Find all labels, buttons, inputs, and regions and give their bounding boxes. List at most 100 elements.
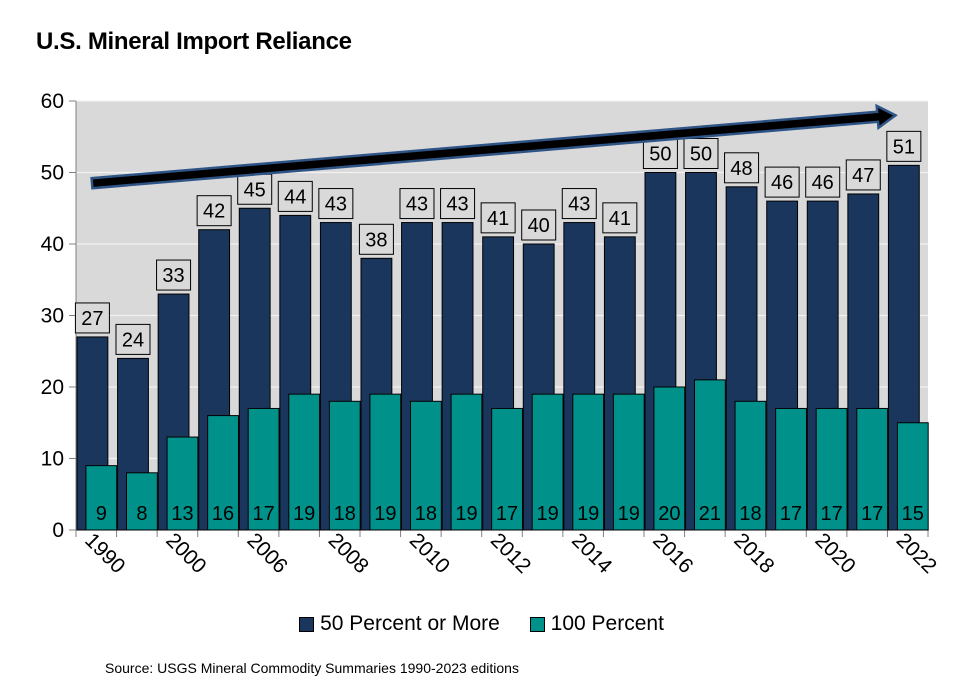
trend-arrow-shape: [90, 103, 898, 190]
data-label-100pct-2019: 17: [780, 503, 802, 525]
data-label-box-50pct-2009: [358, 223, 394, 255]
data-label-box-50pct-2000: [156, 259, 192, 291]
x-tick-label-2010: 2010: [405, 529, 454, 578]
bar-100pct-2011: [450, 393, 483, 531]
x-tick-label-2006: 2006: [243, 529, 292, 578]
y-tick-label-60: 60: [41, 90, 64, 113]
x-tick-label-2014: 2014: [567, 529, 617, 579]
bar-100pct-2016: [653, 386, 686, 531]
bar-100pct-2006: [247, 407, 280, 531]
data-label-50pct-2022: 51: [893, 136, 915, 158]
data-label-50pct-2014: 43: [568, 194, 590, 216]
bar-100pct-2000: [166, 436, 199, 531]
chart-title: U.S. Mineral Import Reliance: [36, 28, 352, 55]
data-label-100pct-2020: 17: [821, 503, 843, 525]
bar-100pct-2013: [531, 393, 564, 531]
legend-label-50-percent: 50 Percent or More: [320, 612, 500, 635]
data-label-50pct-2005: 42: [203, 201, 225, 223]
data-label-box-50pct-2013: [521, 209, 557, 241]
data-label-box-50pct-2019: [764, 166, 800, 198]
y-tick-label-40: 40: [41, 233, 64, 256]
data-label-50pct-2010: 43: [406, 194, 428, 216]
legend-item-100-percent[interactable]: 100 Percent: [529, 612, 664, 636]
bar-100pct-1990: [85, 465, 118, 531]
data-label-100pct-2012: 17: [496, 503, 518, 525]
source-note: Source: USGS Mineral Commodity Summaries…: [105, 660, 519, 676]
bar-100pct-2018: [734, 400, 767, 531]
data-label-50pct-2006: 45: [244, 179, 266, 201]
bar-100pct-2008: [328, 400, 361, 531]
data-label-50pct-2016: 50: [649, 144, 671, 166]
data-label-50pct-2009: 38: [365, 229, 387, 251]
data-label-100pct-2015: 19: [618, 503, 640, 525]
data-label-50pct-2020: 46: [812, 172, 834, 194]
bar-100pct-2021: [856, 407, 889, 531]
data-label-box-50pct-1990: [74, 302, 110, 334]
data-label-box-50pct-2014: [561, 188, 597, 220]
data-label-50pct-2021: 47: [852, 165, 874, 187]
legend-item-50-percent[interactable]: 50 Percent or More: [299, 612, 500, 636]
data-label-100pct-2021: 17: [861, 503, 883, 525]
bar-100pct-2017: [693, 379, 726, 531]
data-label-100pct-2000: 13: [171, 503, 193, 525]
legend: 50 Percent or More 100 Percent: [0, 612, 963, 638]
legend-label-100-percent: 100 Percent: [550, 612, 664, 635]
data-label-100pct-2009: 19: [374, 503, 396, 525]
trend-arrow: [90, 103, 898, 190]
data-label-box-50pct-2005: [196, 195, 232, 227]
data-labels: 27 9 24 8 33 13 42 16 45 17 44 19 43 18 38 19 43 18 43 19 41…: [74, 130, 924, 525]
data-label-100pct-2018: 18: [739, 503, 761, 525]
data-label-50pct-1990: 27: [81, 308, 103, 330]
data-label-100pct-2010: 18: [415, 503, 437, 525]
bar-100pct-2014: [572, 393, 605, 531]
bars: [76, 164, 929, 531]
y-tick-label-30: 30: [41, 305, 64, 328]
data-label-box-50pct-2021: [845, 159, 881, 191]
data-label-box-50pct-2010: [399, 188, 435, 220]
data-label-box-50pct-2006: [237, 173, 273, 205]
data-label-box-50pct-2018: [724, 152, 760, 184]
x-tick-label-2000: 2000: [161, 529, 210, 578]
data-label-100pct-2005: 16: [212, 503, 234, 525]
x-tick-label-2016: 2016: [648, 529, 697, 578]
data-label-box-50pct-2022: [886, 130, 922, 162]
bar-100pct-2010: [409, 400, 442, 531]
data-label-100pct-1995: 8: [136, 503, 147, 525]
data-label-box-50pct-2017: [683, 138, 719, 169]
data-label-50pct-2017: 50: [690, 144, 712, 166]
data-label-50pct-2012: 41: [487, 208, 509, 230]
bar-100pct-1995: [125, 472, 158, 531]
x-tick-label-2012: 2012: [486, 529, 535, 578]
data-label-50pct-2018: 48: [730, 158, 752, 180]
data-label-100pct-2017: 21: [699, 503, 721, 525]
data-label-box-50pct-2011: [440, 188, 476, 220]
data-label-100pct-2007: 19: [293, 503, 315, 525]
bar-100pct-2022: [896, 422, 929, 531]
data-label-100pct-2022: 15: [902, 503, 924, 525]
data-label-100pct-2008: 18: [334, 503, 356, 525]
bar-100pct-2009: [369, 393, 402, 531]
bar-100pct-2019: [775, 407, 807, 531]
data-label-100pct-2016: 20: [658, 503, 680, 525]
data-label-100pct-1990: 9: [96, 503, 107, 525]
data-label-50pct-2019: 46: [771, 172, 793, 194]
x-tick-label-2018: 2018: [729, 529, 778, 578]
data-label-box-50pct-2012: [480, 202, 516, 234]
x-tick-label-2020: 2020: [811, 529, 860, 578]
bar-100pct-2020: [815, 407, 848, 531]
bar-100pct-2007: [288, 393, 321, 531]
legend-swatch-50-percent: [299, 616, 315, 632]
data-label-50pct-2013: 40: [528, 215, 550, 237]
data-label-50pct-2015: 41: [609, 208, 631, 230]
x-tick-label-2008: 2008: [324, 529, 373, 578]
x-tick-label-1990: 1990: [80, 529, 129, 578]
data-label-100pct-2013: 19: [537, 503, 559, 525]
y-tick-label-20: 20: [41, 376, 64, 399]
data-label-100pct-2006: 17: [253, 503, 275, 525]
bar-100pct-2012: [491, 407, 523, 531]
data-label-50pct-2008: 43: [325, 194, 347, 216]
data-label-100pct-2014: 19: [577, 503, 599, 525]
bar-100pct-2005: [207, 415, 239, 531]
data-label-box-50pct-1995: [115, 323, 151, 355]
